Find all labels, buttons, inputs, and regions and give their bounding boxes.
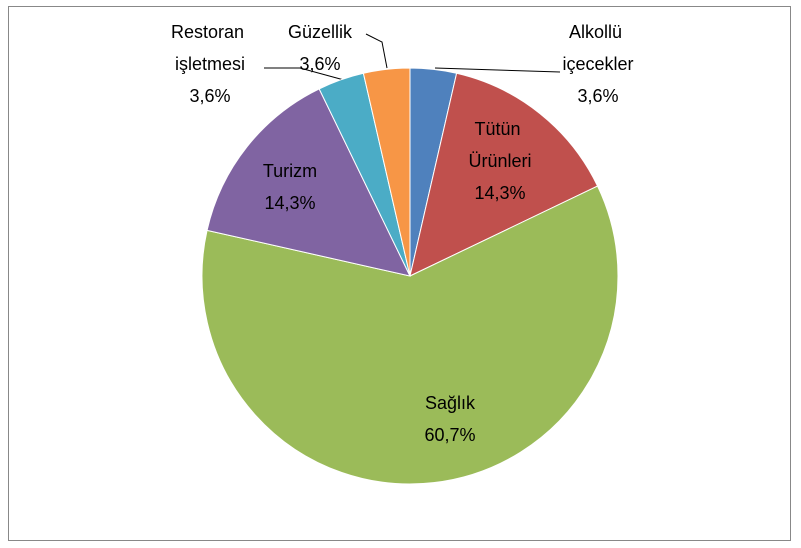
pie-slice xyxy=(201,185,619,485)
slice-label: Restoran işletmesi xyxy=(171,22,249,74)
slice-label-line: Tütün xyxy=(474,119,525,139)
leader-line xyxy=(264,67,345,81)
slice-value-label: 3,6% xyxy=(189,86,230,106)
slice-label-line: Alkollü xyxy=(569,22,627,42)
slice-label: Tütün Ürünleri xyxy=(468,119,531,171)
slice-label: Turizm xyxy=(263,161,317,181)
slice-label-line: Ürünleri xyxy=(468,151,531,171)
slice-label: Güzellik xyxy=(288,22,353,42)
slice-value-label: 3,6% xyxy=(299,54,340,74)
slice-value-label: 14,3% xyxy=(264,193,315,213)
slice-label: Alkollü içecekler xyxy=(562,22,633,74)
slice-label: Sağlık xyxy=(425,393,476,413)
pie-slice xyxy=(362,67,411,277)
leader-line xyxy=(365,33,388,69)
slice-label-line: Sağlık xyxy=(425,393,476,413)
slice-label-line: Restoran xyxy=(171,22,249,42)
slice-label-line: içecekler xyxy=(562,54,633,74)
slice-value-label: 60,7% xyxy=(424,425,475,445)
leader-line xyxy=(434,67,561,73)
pie-slice xyxy=(206,88,411,277)
slice-label-line: Turizm xyxy=(263,161,317,181)
slice-label-line: Güzellik xyxy=(288,22,353,42)
slice-label-line: işletmesi xyxy=(175,54,245,74)
pie-slice xyxy=(409,72,599,277)
slice-value-label: 3,6% xyxy=(577,86,618,106)
slice-value-label: 14,3% xyxy=(474,183,525,203)
